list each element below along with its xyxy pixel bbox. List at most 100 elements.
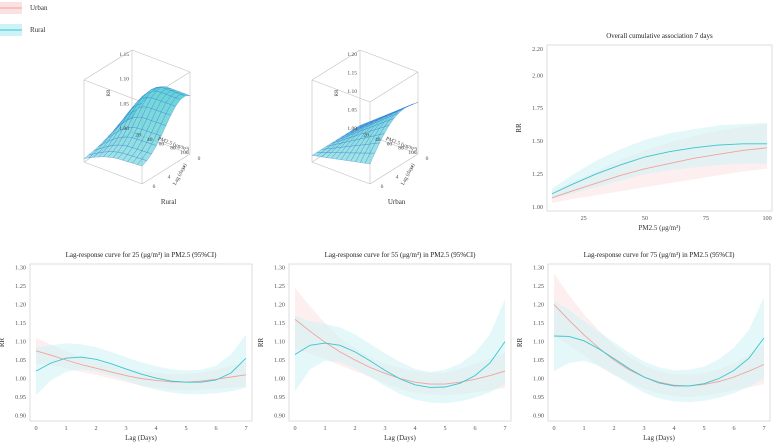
lag55-ytick-2: 1.00	[274, 376, 285, 383]
lag75-ytick-4: 1.10	[533, 339, 544, 346]
overall-ytick-2: 1.50	[532, 138, 543, 145]
surf1-xtick-4: 100	[408, 150, 417, 156]
surf0-xtick-0: 20	[135, 132, 141, 138]
lag75-xtick-0: 0	[552, 425, 555, 432]
overall-ytick-5: 2.20	[532, 46, 543, 53]
lag25-ytick-1: 0.95	[15, 394, 26, 401]
lag25-ytick-3: 1.05	[15, 357, 26, 364]
lag75-ytick-5: 1.15	[533, 320, 544, 327]
surf1-caption: Urban	[388, 198, 406, 206]
lag25-xtick-4: 4	[154, 425, 157, 432]
lag25-ytick-4: 1.10	[15, 339, 26, 346]
overall-ci-band-rural	[551, 122, 768, 200]
surf1-xtick-3: 80	[398, 146, 404, 152]
lag25-ytick-7: 1.25	[15, 283, 26, 290]
lag55-ci-band-rural	[295, 299, 505, 404]
lag75-ytick-2: 1.00	[533, 376, 544, 383]
lag55-xtick-7: 7	[503, 425, 506, 432]
lag75-ytick-1: 0.95	[533, 394, 544, 401]
lag55-xtick-5: 5	[443, 425, 446, 432]
surf1-box-top-right	[369, 71, 419, 103]
lag75-line-rural	[553, 335, 765, 387]
lag75-xtick-5: 5	[702, 425, 705, 432]
overall-title: Overall cumulative association 7 days	[606, 32, 713, 40]
surf0-ytick-0: 0	[198, 156, 201, 162]
lag25-xtick-1: 1	[64, 425, 67, 432]
lag75-frame	[547, 263, 771, 422]
surf1-ytick-0: 0	[426, 156, 429, 162]
surf0-xtick-3: 80	[170, 146, 176, 152]
legend-label-urban: Urban	[30, 4, 48, 12]
lag75-xtick-1: 1	[582, 425, 585, 432]
overall-ytick-3: 1.75	[532, 105, 543, 112]
lag75-line-urban	[553, 304, 765, 387]
surf1-ztick-1: 1.05	[347, 107, 357, 113]
overall-ytick-0: 1.00	[532, 204, 543, 211]
surf0-ytick-1: 2	[183, 165, 186, 171]
lag25-ytick-8: 1.30	[15, 265, 26, 272]
overall-line-rural	[551, 143, 768, 195]
overall-frame	[546, 44, 773, 212]
surf0-box-right-bottom	[141, 153, 191, 185]
surf1-box-back-top	[311, 79, 371, 103]
lag25-xtick-6: 6	[214, 425, 217, 432]
overall-line-urban	[551, 147, 768, 199]
overall-cumulative-chart: Overall cumulative association 7 days 1.0…	[515, 32, 773, 232]
lag55-line-rural	[294, 341, 506, 388]
surf0-box-top-left	[83, 49, 133, 81]
overall-xtick-3: 100	[762, 215, 771, 222]
surf1-ztick-0: 1.00	[347, 126, 357, 132]
overall-ytick-1: 1.25	[532, 171, 543, 178]
surf0-ytick-2: 4	[168, 175, 171, 181]
lag25-ci-band-rural	[36, 334, 246, 396]
surf1-box-right-bottom	[369, 153, 419, 185]
lag25-xlabel: Lag (Days)	[125, 434, 157, 442]
legend-label-rural: Rural	[30, 26, 46, 34]
lag25-line-rural	[35, 356, 247, 383]
surf0-ztick-2: 1.10	[119, 77, 129, 83]
surf1-ztick-3: 1.15	[347, 71, 357, 77]
lag25-ytick-0: 0.90	[15, 412, 26, 419]
surface-plot-urban: 2040608010002461.001.051.101.151.20PM2.5…	[311, 49, 429, 206]
lag55-ytick-5: 1.15	[274, 320, 285, 327]
overall-xtick-2: 75	[703, 215, 709, 222]
lag75-xtick-6: 6	[732, 425, 735, 432]
surf1-box-top-left	[311, 49, 361, 81]
surf1-xtick-0: 20	[363, 132, 369, 138]
overall-ylabel: RR	[515, 123, 523, 133]
lag-response-chart-75: Lag-response curve for 75 (μg/m³) in PM2…	[516, 251, 771, 442]
lag55-ytick-0: 0.90	[274, 412, 285, 419]
lag-response-chart-55: Lag-response curve for 55 (μg/m³) in PM2…	[257, 251, 512, 442]
lag25-ylabel: RR	[0, 338, 6, 348]
legend: Urban Rural	[0, 2, 48, 36]
lag55-xtick-4: 4	[413, 425, 416, 432]
lag25-xtick-2: 2	[94, 425, 97, 432]
lag75-ytick-7: 1.25	[533, 283, 544, 290]
surf0-xtick-1: 40	[147, 137, 153, 143]
surf0-xtick-4: 100	[180, 150, 189, 156]
lag25-ytick-2: 1.00	[15, 376, 26, 383]
surf0-facet	[180, 93, 191, 97]
surf0-caption: Rural	[161, 198, 177, 206]
lag75-xlabel: Lag (Days)	[643, 434, 675, 442]
lag75-ytick-3: 1.05	[533, 357, 544, 364]
lag75-xtick-4: 4	[672, 425, 675, 432]
surf0-zlabel: RR	[106, 89, 112, 97]
lag75-ylabel: RR	[516, 338, 524, 348]
overall-xtick-1: 50	[642, 215, 648, 222]
surf1-box-top-front	[359, 49, 419, 73]
lag55-xtick-6: 6	[473, 425, 476, 432]
lag75-ci-band-rural	[554, 297, 764, 403]
lag55-ytick-1: 0.95	[274, 394, 285, 401]
lag25-xtick-3: 3	[124, 425, 127, 432]
lag25-xtick-7: 7	[244, 425, 247, 432]
surf1-ytick-2: 4	[396, 175, 399, 181]
lag25-frame	[29, 263, 253, 422]
overall-xlabel: PM2.5 (μg/m³)	[638, 224, 681, 232]
lag75-ytick-0: 0.90	[533, 412, 544, 419]
lag-response-chart-25: Lag-response curve for 25 (μg/m³) in PM2…	[0, 251, 253, 442]
surf1-zlabel: RR	[334, 89, 340, 97]
surf0-ztick-3: 1.15	[119, 52, 129, 58]
